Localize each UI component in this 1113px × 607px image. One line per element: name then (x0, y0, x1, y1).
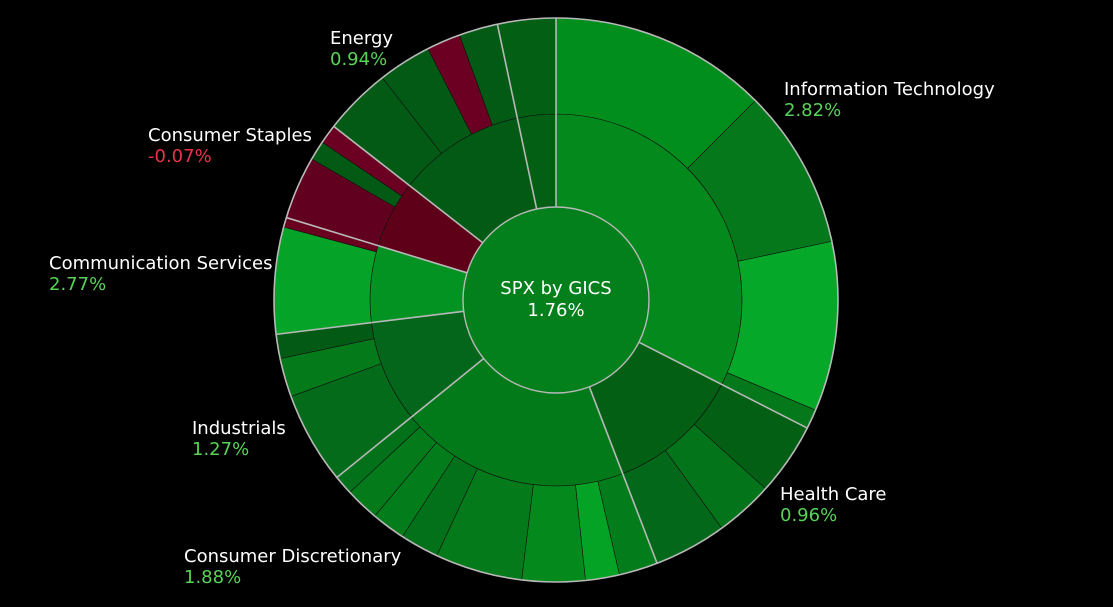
sector-change: 2.77% (49, 274, 106, 295)
sunburst-segments (273, 17, 839, 583)
sector-dividers (276, 18, 808, 564)
sector-change: 0.94% (330, 49, 387, 70)
sector-name: Health Care (780, 484, 887, 505)
sector-change: 2.82% (784, 100, 841, 121)
divider-sector-7 (496, 23, 538, 210)
divider-industrials (336, 357, 485, 479)
divider-health-care (638, 341, 808, 429)
sector-change: -0.07% (148, 146, 212, 167)
sector-name: Communication Services (49, 253, 273, 274)
divider-communication-services (276, 310, 464, 336)
divider-consumer-staples (286, 216, 468, 274)
sector-name: Information Technology (784, 79, 995, 100)
divider-consumer-discretionary (588, 386, 658, 564)
sector-name: Energy (330, 28, 393, 49)
sector-name: Consumer Discretionary (184, 546, 402, 567)
total-change-value: 1.76% (527, 300, 584, 321)
sector-change: 1.88% (184, 567, 241, 588)
sector-change: 1.27% (192, 439, 249, 460)
center-disc[interactable] (462, 206, 650, 394)
sector-change: 0.96% (780, 505, 837, 526)
label-consumer-staples: Consumer Staples-0.07% (148, 125, 312, 167)
sector-name: Industrials (192, 418, 286, 439)
chart-title: SPX by GICS (500, 278, 611, 299)
divider-energy (333, 125, 484, 244)
sector-name: Consumer Staples (148, 125, 312, 146)
outer-outline (273, 17, 839, 583)
